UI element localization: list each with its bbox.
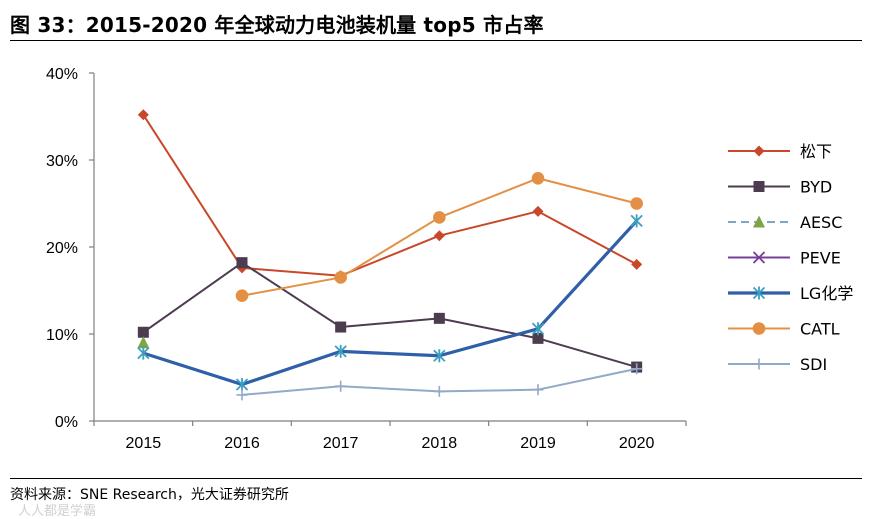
data-point-panasonic bbox=[433, 230, 445, 242]
legend-marker-peve bbox=[752, 251, 766, 264]
legend-label-panasonic: 松下 bbox=[800, 142, 832, 161]
y-tick-label: 20% bbox=[46, 240, 78, 257]
data-point-lg bbox=[334, 344, 347, 358]
y-tick-label: 10% bbox=[46, 327, 78, 344]
figure-title: 图 33：2015-2020 年全球动力电池装机量 top5 市占率 bbox=[10, 13, 544, 37]
series-line-panasonic bbox=[142, 114, 638, 277]
data-point-sdi bbox=[532, 384, 544, 396]
series-line-lg bbox=[142, 219, 638, 387]
legend-label-byd: BYD bbox=[800, 178, 832, 197]
data-point-panasonic bbox=[532, 205, 544, 217]
legend-marker-catl bbox=[752, 322, 766, 335]
y-tick-label: 40% bbox=[46, 66, 78, 83]
data-point-byd bbox=[433, 312, 445, 324]
line-chart: 0% 10% 20% 30% 40% 2015 2016 2017 2018 2019 2020 松下… bbox=[46, 66, 853, 452]
legend-label-catl: CATL bbox=[800, 320, 840, 339]
data-point-byd bbox=[335, 321, 347, 333]
series-line-byd bbox=[142, 261, 637, 369]
data-point-catl bbox=[334, 271, 347, 284]
x-tick-label: 2018 bbox=[422, 435, 458, 452]
watermark: 人人都是学霸 bbox=[18, 504, 97, 519]
data-point-lg bbox=[630, 214, 643, 228]
legend-label-sdi: SDI bbox=[800, 355, 827, 374]
x-tick-label: 2017 bbox=[323, 435, 359, 452]
y-tick-label: 0% bbox=[55, 414, 78, 431]
source-note: 资料来源：SNE Research，光大证券研究所 bbox=[10, 487, 289, 503]
data-point-lg bbox=[433, 349, 446, 363]
data-point-byd bbox=[236, 257, 248, 269]
legend-label-lg: LG化学 bbox=[800, 284, 853, 303]
legend-marker-panasonic bbox=[753, 145, 765, 157]
data-point-sdi bbox=[335, 380, 347, 392]
y-tick-label: 30% bbox=[46, 153, 78, 170]
source-rule bbox=[10, 478, 862, 479]
legend-marker-lg bbox=[752, 286, 766, 300]
data-point-lg bbox=[531, 322, 545, 336]
x-tick-label: 2015 bbox=[126, 435, 162, 452]
legend-marker-sdi bbox=[753, 358, 765, 370]
data-point-catl bbox=[630, 197, 643, 210]
data-point-sdi bbox=[433, 385, 445, 397]
legend-label-peve: PEVE bbox=[800, 249, 841, 268]
title-rule bbox=[10, 40, 862, 41]
legend-marker-aesc bbox=[753, 215, 765, 228]
data-point-sdi bbox=[236, 389, 248, 401]
data-point-catl bbox=[235, 289, 249, 303]
data-point-byd bbox=[532, 332, 544, 344]
data-point-lg bbox=[235, 377, 249, 391]
legend-label-aesc: AESC bbox=[800, 213, 842, 232]
legend-marker-byd bbox=[753, 181, 765, 192]
data-point-panasonic bbox=[137, 109, 149, 121]
data-point-panasonic bbox=[631, 258, 643, 270]
data-point-catl bbox=[433, 211, 446, 224]
data-point-byd bbox=[137, 326, 149, 338]
data-point-catl bbox=[531, 171, 545, 185]
data-point-aesc bbox=[137, 336, 150, 349]
data-point-lg bbox=[137, 346, 150, 360]
data-point-sdi bbox=[631, 363, 643, 375]
x-tick-label: 2020 bbox=[619, 435, 655, 452]
x-tick-label: 2016 bbox=[224, 435, 260, 452]
x-tick-label: 2019 bbox=[520, 435, 556, 452]
